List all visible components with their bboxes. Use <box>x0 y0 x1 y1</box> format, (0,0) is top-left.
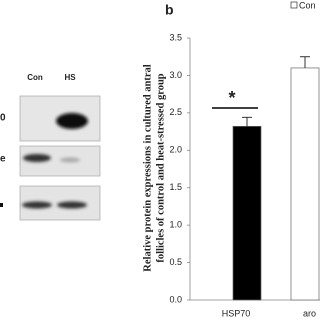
blot-band <box>23 154 51 162</box>
y-axis-label-line: follicles of control and heat-stressed g… <box>155 73 166 262</box>
y-axis-label-line: Relative protein expressions in cultured… <box>142 64 153 271</box>
blot-band <box>56 113 88 129</box>
blot-band <box>60 157 80 163</box>
x-tick-label: aro <box>303 308 316 318</box>
y-tick-label: 0.5 <box>169 257 182 267</box>
y-tick-label: 2.0 <box>169 145 182 155</box>
row-label: 0 <box>0 113 6 124</box>
legend-label: Con <box>299 0 316 10</box>
bar <box>232 125 262 301</box>
lane-label: HS <box>64 73 76 82</box>
y-tick-label: 3.5 <box>169 32 182 42</box>
y-tick-label: 1.0 <box>169 220 182 230</box>
y-tick-label: 2.5 <box>169 107 182 117</box>
legend-swatch <box>290 1 298 9</box>
lane-label: Con <box>27 73 43 82</box>
x-tick-label: HSP70 <box>222 308 251 318</box>
y-tick-label: 0.0 <box>169 294 182 304</box>
panel-label: b <box>165 2 174 18</box>
y-axis-label: Relative protein expressions in cultured… <box>142 64 166 271</box>
row-label: e <box>0 154 6 165</box>
blot-band <box>22 201 52 209</box>
bar <box>290 67 320 301</box>
y-tick-label: 1.5 <box>169 182 182 192</box>
blot-band <box>57 201 87 209</box>
row-label-fragment <box>0 203 3 207</box>
significance-mark: * <box>228 88 235 108</box>
y-tick-label: 3.0 <box>169 70 182 80</box>
